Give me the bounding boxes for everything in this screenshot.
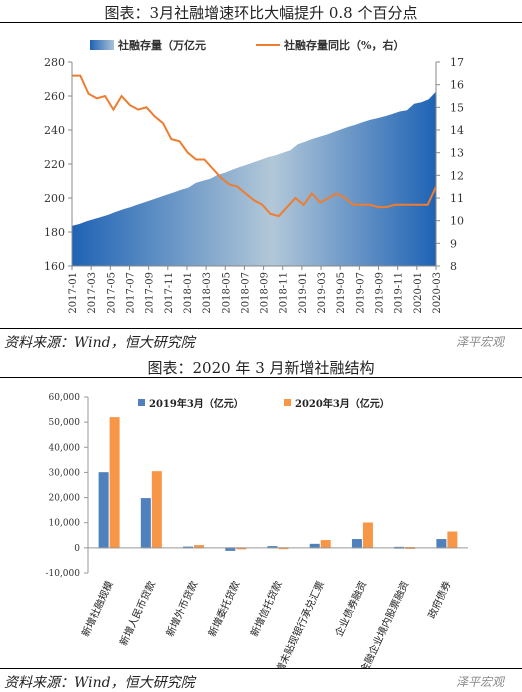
x-tick-label: 2017-09: [145, 272, 156, 314]
y-tick-label: 10,000: [49, 519, 81, 529]
y-tick-label: 30,000: [49, 468, 81, 478]
bar-2019: [351, 539, 362, 549]
growth-line: [72, 74, 437, 218]
bar-2019: [309, 543, 320, 549]
category-label: 新增社融规模: [79, 579, 116, 639]
y-tick-label: 40,000: [49, 443, 81, 453]
watermark-1: 泽平宏观: [456, 335, 505, 349]
y-tick-label: 0: [74, 544, 80, 554]
chart2-title: 图表：2020 年 3 月新增社融结构: [147, 359, 375, 377]
category-label: 企业债券融资: [332, 579, 369, 639]
bottom-rule: [0, 668, 522, 669]
top-rule: [0, 22, 522, 23]
category-label: 新增委托贷款: [205, 579, 242, 639]
category-label: 新增人民币贷款: [117, 579, 158, 648]
chart1-title: 图表：3月社融增速环比大幅提升 0.8 个百分点: [104, 4, 418, 22]
stock-area: [72, 91, 436, 266]
x-tick-label: 2019-07: [355, 272, 366, 314]
social-financing-stock-chart: 160 180 200 220 240 260 280 8 9 10 11 12 13 14 15 16 17 2…: [44, 38, 464, 314]
legend-label-growth: 社融存量同比（%，右）: [283, 38, 404, 52]
legend-swatch-2019: [138, 399, 145, 406]
y-left-tick-label: 220: [44, 158, 65, 171]
bar-2020: [151, 471, 162, 549]
y-right-tick-label: 9: [450, 237, 457, 250]
y-tick-label: 50,000: [49, 418, 81, 428]
x-tick-label: 2019-09: [375, 272, 386, 314]
x-tick-label: 2018-09: [260, 272, 271, 314]
x-tick-label: 2017-11: [164, 272, 175, 314]
x-tick-label: 2018-01: [183, 272, 194, 314]
category-label: 政府债券: [425, 579, 454, 621]
x-tick-label: 2017-03: [87, 272, 98, 314]
legend-label-2020: 2020年3月（亿元）: [295, 397, 390, 410]
x-tick-label: 2018-07: [240, 272, 251, 314]
y-right-tick-label: 14: [450, 124, 464, 137]
x-tick-label: 2019-11: [394, 272, 405, 314]
y-right-tick-label: 13: [450, 147, 464, 160]
category-label: 新增信托贷款: [248, 579, 285, 639]
x-tick-label: 2017-07: [125, 272, 136, 314]
category-label: 新增外币贷款: [163, 579, 200, 639]
x-tick-label: 2019-05: [336, 272, 347, 314]
y-left-tick-label: 280: [44, 56, 65, 69]
y-right-tick-label: 15: [450, 101, 464, 114]
x-tick-label: 2017-01: [68, 272, 79, 314]
legend-label-stock: 社融存量（万亿元: [117, 38, 206, 52]
bar-2019: [436, 539, 447, 549]
x-tick-label: 2019-01: [298, 272, 309, 314]
bar-2020: [320, 540, 331, 549]
x-tick-label: 2018-05: [221, 272, 232, 314]
bar-2020: [362, 522, 373, 549]
y-left-tick-label: 180: [44, 226, 65, 239]
y-right-tick-label: 16: [450, 79, 464, 92]
bar-2019: [140, 498, 151, 549]
x-tick-label: 2020-03: [432, 272, 443, 314]
y-right-tick-label: 17: [450, 56, 464, 69]
mid-rule: [0, 328, 522, 329]
legend-swatch-2020: [284, 399, 291, 406]
legend-label-2019: 2019年3月（亿元）: [149, 397, 244, 410]
watermark-2: 泽平宏观: [456, 675, 505, 689]
y-right-tick-label: 8: [450, 260, 457, 273]
bar-2019: [98, 472, 109, 549]
y-left-tick-label: 160: [44, 260, 65, 273]
x-tick-label: 2018-03: [202, 272, 213, 314]
y-right-tick-label: 11: [450, 192, 464, 205]
y-left-tick-label: 260: [44, 90, 65, 103]
y-tick-label: 20,000: [49, 494, 81, 504]
mid-rule-2: [0, 377, 522, 378]
y-left-tick-label: 240: [44, 124, 65, 137]
y-left-tick-label: 200: [44, 192, 65, 205]
legend-swatch-stock: [90, 40, 114, 50]
source-note-2: 资料来源：Wind，恒大研究院: [4, 675, 195, 691]
bar-2020: [447, 531, 458, 549]
y-right-tick-label: 10: [450, 215, 464, 228]
bar-2020: [109, 417, 120, 549]
x-tick-label: 2020-01: [413, 272, 424, 314]
y-tick-label: -10,000: [45, 569, 80, 579]
x-tick-label: 2019-03: [317, 272, 328, 314]
x-tick-label: 2018-11: [279, 272, 290, 314]
source-note-1: 资料来源：Wind，恒大研究院: [4, 335, 195, 351]
x-tick-label: 2017-05: [106, 272, 117, 314]
new-social-financing-structure-chart: 60,000 50,000 40,000 30,000 20,000 10,000 0 -10…: [45, 393, 468, 669]
y-right-tick-label: 12: [450, 169, 464, 182]
y-tick-label: 60,000: [49, 393, 81, 403]
